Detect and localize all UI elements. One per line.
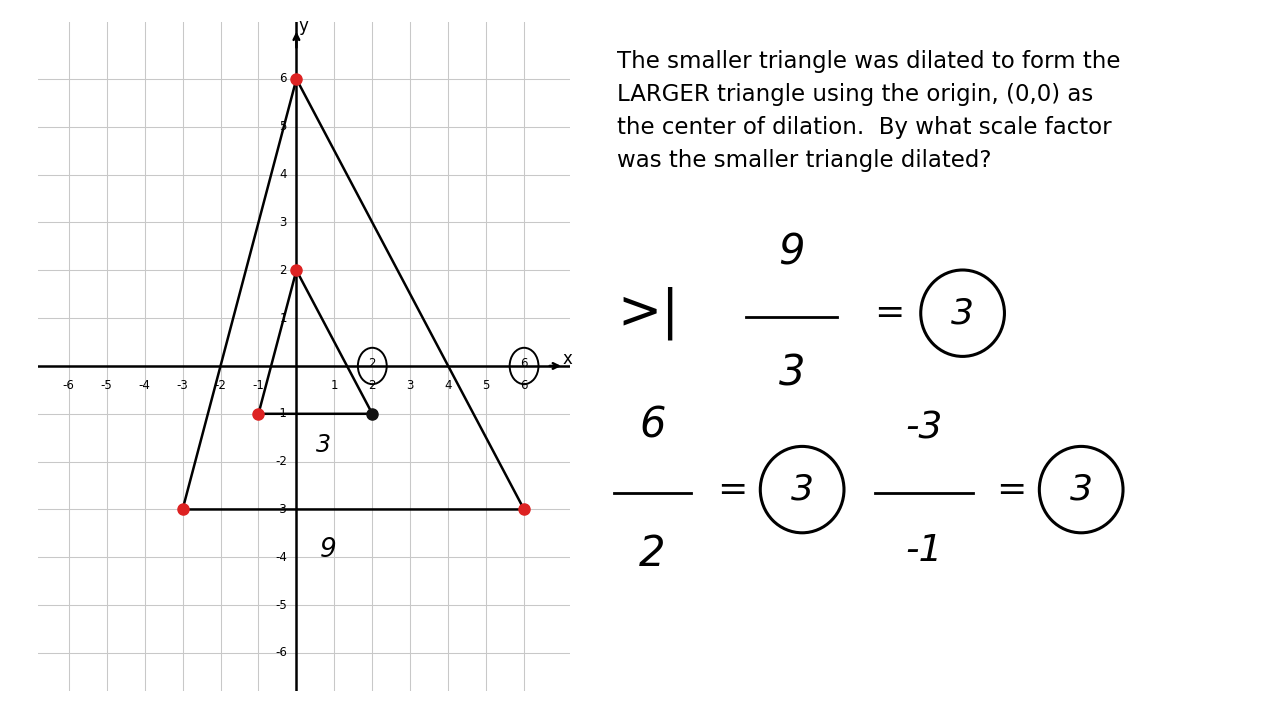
Text: 3: 3 <box>279 216 287 229</box>
Text: 2: 2 <box>639 533 666 575</box>
Text: y: y <box>298 17 308 35</box>
Text: 9: 9 <box>778 232 805 274</box>
Text: -1: -1 <box>275 408 287 420</box>
Text: 6: 6 <box>520 357 527 370</box>
Text: >|: >| <box>617 287 680 340</box>
Text: 6: 6 <box>279 73 287 86</box>
Text: -4: -4 <box>138 379 151 392</box>
Text: =: = <box>717 472 748 507</box>
Text: -6: -6 <box>63 379 74 392</box>
Text: -5: -5 <box>101 379 113 392</box>
Text: 9: 9 <box>320 537 337 563</box>
Text: -6: -6 <box>275 647 287 660</box>
Text: 4: 4 <box>279 168 287 181</box>
Text: 1: 1 <box>330 379 338 392</box>
Text: -4: -4 <box>275 551 287 564</box>
Text: 5: 5 <box>279 120 287 133</box>
Text: 5: 5 <box>483 379 490 392</box>
Text: 3: 3 <box>778 353 805 395</box>
Text: 2: 2 <box>369 379 376 392</box>
Text: 4: 4 <box>444 379 452 392</box>
Text: -2: -2 <box>215 379 227 392</box>
Text: 3: 3 <box>951 296 974 330</box>
Text: 3: 3 <box>1070 472 1093 507</box>
Text: -2: -2 <box>275 455 287 468</box>
Text: =: = <box>874 296 905 330</box>
Text: The smaller triangle was dilated to form the
LARGER triangle using the origin, (: The smaller triangle was dilated to form… <box>617 50 1121 172</box>
Text: -3: -3 <box>905 410 943 446</box>
Text: =: = <box>996 472 1027 507</box>
Text: 2: 2 <box>369 357 376 370</box>
Text: -3: -3 <box>177 379 188 392</box>
Text: 1: 1 <box>279 312 287 325</box>
Text: x: x <box>563 350 572 368</box>
Text: -5: -5 <box>275 598 287 611</box>
Text: 2: 2 <box>279 264 287 276</box>
Text: 6: 6 <box>520 379 527 392</box>
Text: -1: -1 <box>252 379 265 392</box>
Text: -1: -1 <box>905 533 943 569</box>
Text: 6: 6 <box>639 405 666 446</box>
Text: 3: 3 <box>407 379 413 392</box>
Text: 3: 3 <box>791 472 814 507</box>
Text: -3: -3 <box>275 503 287 516</box>
Text: 3: 3 <box>316 433 332 457</box>
